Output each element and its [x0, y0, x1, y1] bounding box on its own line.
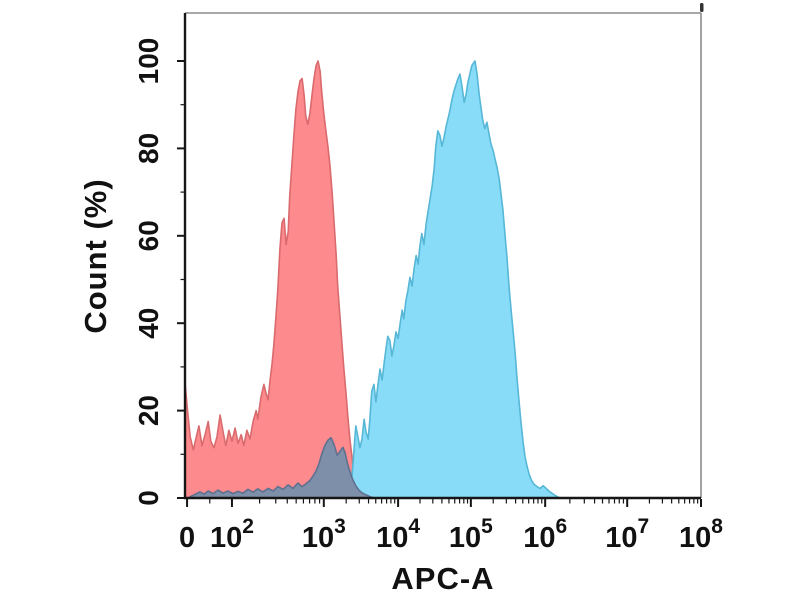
y-tick-label: 0 [133, 490, 164, 506]
x-tick-label: 102 [210, 515, 254, 554]
y-tick-label: 80 [133, 133, 164, 164]
x-tick-label: 105 [449, 515, 493, 554]
cyan-histogram-area [344, 60, 562, 499]
x-tick-label: 107 [605, 515, 649, 554]
x-tick-label: 106 [523, 515, 567, 554]
red-histogram-area [184, 60, 379, 499]
y-tick-label: 40 [133, 308, 164, 339]
y-tick-label: 20 [133, 395, 164, 426]
overlap-region-area [189, 436, 375, 499]
x-tick-label: 108 [679, 515, 723, 554]
series-layer [184, 60, 562, 499]
x-tick-label: 104 [376, 515, 420, 554]
ticks-layer: 0 102 103 104 105 106 107 108 0 20 40 60 80 100 [133, 38, 723, 554]
y-axis-title: Count (%) [78, 178, 113, 333]
stray-corner-mark [700, 3, 704, 12]
y-tick-label: 100 [133, 38, 164, 85]
y-tick-label: 60 [133, 220, 164, 251]
x-axis-title: APC-A [391, 561, 494, 596]
x-tick-label: 103 [302, 515, 346, 554]
x-tick-label: 0 [179, 522, 195, 554]
